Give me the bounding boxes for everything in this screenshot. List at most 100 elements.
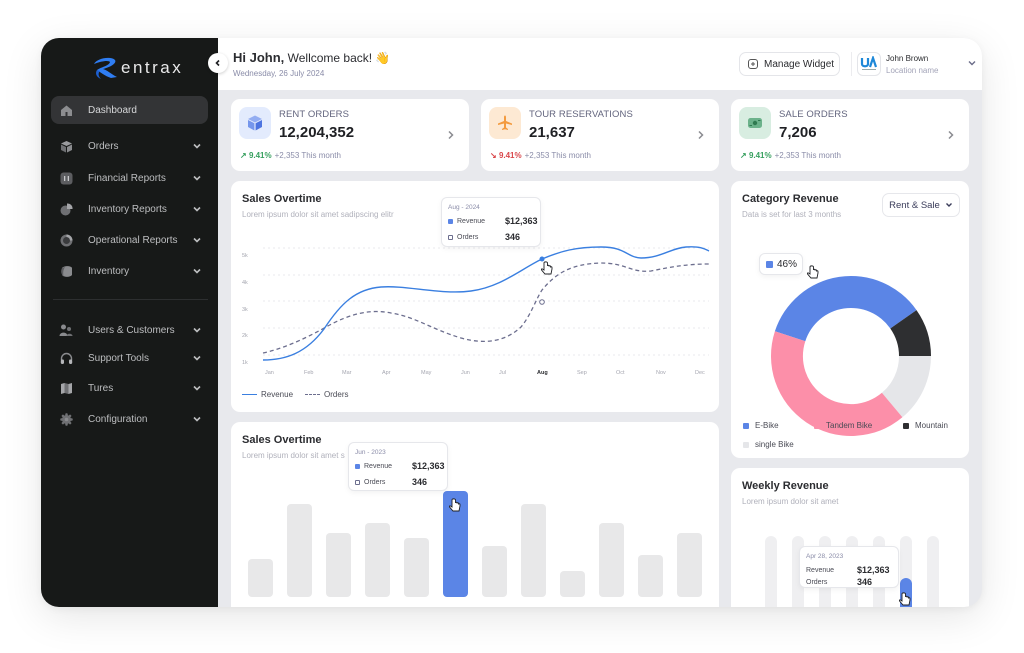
- x-tick: Jun: [461, 370, 470, 376]
- tooltip-date: Apr 28, 2023: [806, 553, 844, 560]
- chevron-down-icon[interactable]: [192, 235, 202, 245]
- hand-cursor-icon: [540, 261, 553, 275]
- hand-cursor-icon: [807, 265, 819, 279]
- chevron-left-icon: [215, 59, 220, 67]
- sidebar-item-operational-reports[interactable]: Operational Reports: [51, 226, 208, 254]
- chevron-down-icon[interactable]: [192, 173, 202, 183]
- greeting-name: Hi John,: [233, 50, 285, 65]
- chevron-down-icon[interactable]: [192, 141, 202, 151]
- chart-legend: Revenue Orders: [242, 390, 348, 399]
- box-icon: [59, 139, 73, 153]
- revenue-swatch: [355, 464, 360, 469]
- stat-trend: ↗ 9.41% +2,353 This month: [740, 151, 841, 160]
- stat-card-sale-orders[interactable]: SALE ORDERS 7,206 ↗ 9.41% +2,353 This mon…: [731, 99, 969, 171]
- x-tick: Feb: [304, 370, 314, 376]
- widget-plus-icon: [748, 59, 758, 69]
- tooltip-date: Aug - 2024: [448, 204, 480, 211]
- legend-e-bike[interactable]: E-Bike: [743, 421, 779, 430]
- chart-tooltip: Jun - 2023 Revenue $12,363 Orders 346: [348, 442, 448, 491]
- sidebar-collapse-button[interactable]: [208, 53, 228, 73]
- stat-card-tour-reservations[interactable]: TOUR RESERVATIONS 21,637 ↘ 9.41% +2,353 T…: [481, 99, 719, 171]
- tooltip-revenue-value: $12,363: [857, 565, 890, 575]
- chevron-down-icon[interactable]: [192, 266, 202, 276]
- x-tick: Dec: [695, 370, 705, 376]
- bar[interactable]: [365, 523, 390, 597]
- bar[interactable]: [599, 523, 624, 597]
- chevron-right-icon[interactable]: [447, 130, 455, 140]
- sidebar-item-support-tools[interactable]: Support Tools: [51, 344, 208, 372]
- bar[interactable]: [482, 546, 507, 597]
- home-icon: [59, 103, 73, 117]
- bar[interactable]: [765, 536, 777, 607]
- stat-card-rent-orders[interactable]: RENT ORDERS 12,204,352 ↗ 9.41% +2,353 Thi…: [231, 99, 469, 171]
- sidebar-item-dashboard[interactable]: Dashboard: [51, 96, 208, 124]
- bar[interactable]: [927, 536, 939, 607]
- chevron-right-icon[interactable]: [947, 130, 955, 140]
- chevron-down-icon[interactable]: [192, 383, 202, 393]
- card-title: Sales Overtime: [242, 193, 322, 205]
- x-tick: Jul: [499, 370, 507, 376]
- card-subtitle: Lorem ipsum dolor sit amet sadipscing el…: [242, 210, 394, 219]
- app-window: entrax Dashboard Orders Financial Report…: [41, 38, 982, 607]
- hand-cursor-icon: [899, 592, 911, 606]
- donut-chart[interactable]: [731, 181, 969, 458]
- sidebar-item-orders[interactable]: Orders: [51, 132, 208, 160]
- sidebar-divider: [53, 299, 208, 300]
- trend-delta: +2,353 This month: [274, 151, 341, 160]
- tooltip-orders-label: Orders: [806, 579, 828, 586]
- chevron-down-icon: [945, 203, 952, 207]
- bar[interactable]: [638, 555, 663, 597]
- legend-single-bike[interactable]: single Bike: [743, 440, 794, 449]
- legend-mountain[interactable]: Mountain: [903, 421, 948, 430]
- tooltip-revenue-value: $12,363: [412, 461, 445, 471]
- bar[interactable]: [287, 504, 312, 597]
- bar[interactable]: [560, 571, 585, 597]
- sidebar-item-inventory[interactable]: Inventory: [51, 257, 208, 285]
- weekly-revenue-card: Weekly Revenue Lorem ipsum dolor sit ame…: [731, 468, 969, 607]
- gear-icon: [59, 412, 73, 426]
- sidebar-item-inventory-reports[interactable]: Inventory Reports: [51, 195, 208, 223]
- sidebar-item-users-customers[interactable]: Users & Customers: [51, 316, 208, 344]
- tooltip-orders-value: 346: [412, 477, 428, 487]
- avatar: [857, 52, 881, 76]
- chevron-down-icon[interactable]: [192, 353, 202, 363]
- sidebar-item-configuration[interactable]: Configuration: [51, 405, 208, 433]
- callout-percent: 46%: [777, 258, 798, 270]
- sidebar-item-financial-reports[interactable]: Financial Reports: [51, 164, 208, 192]
- chevron-down-icon[interactable]: [192, 325, 202, 335]
- user-name: John Brown: [886, 53, 929, 63]
- legend-tandem-bike[interactable]: Tandem Bike: [814, 421, 872, 430]
- stat-label: RENT ORDERS: [279, 109, 350, 120]
- bar[interactable]: [326, 533, 351, 597]
- tooltip-revenue-label: Revenue: [806, 567, 835, 574]
- chevron-down-icon[interactable]: [192, 414, 202, 424]
- tooltip-revenue-value: $12,363: [505, 216, 538, 226]
- sidebar: entrax Dashboard Orders Financial Report…: [41, 38, 218, 607]
- user-menu[interactable]: John Brown Location name: [857, 50, 977, 78]
- legend-revenue[interactable]: Revenue: [242, 390, 293, 399]
- tooltip-revenue-label: Revenue: [457, 218, 486, 225]
- sales-overtime-bar-card: Sales Overtime Lorem ipsum dolor sit ame…: [231, 422, 719, 607]
- sidebar-item-tures[interactable]: Tures: [51, 374, 208, 402]
- bar[interactable]: [521, 504, 546, 597]
- hand-cursor-icon: [449, 498, 461, 512]
- tooltip-orders-value: 346: [505, 232, 521, 242]
- chevron-down-icon[interactable]: [192, 204, 202, 214]
- line-chart[interactable]: [231, 181, 719, 412]
- x-tick: Nov: [656, 370, 666, 376]
- chevron-right-icon[interactable]: [697, 130, 705, 140]
- bar[interactable]: [677, 533, 702, 597]
- cube-icon: [239, 107, 271, 139]
- rent-sale-dropdown[interactable]: Rent & Sale: [882, 193, 960, 217]
- bar[interactable]: [404, 538, 429, 597]
- greeting: Hi John, Wellcome back! 👋: [233, 50, 390, 65]
- trend-down-icon: ↘: [490, 151, 499, 160]
- tooltip-orders-label: Orders: [364, 479, 386, 486]
- stat-value: 7,206: [779, 124, 817, 141]
- bar[interactable]: [248, 559, 273, 597]
- manage-widget-button[interactable]: Manage Widget: [739, 52, 840, 76]
- card-title: Weekly Revenue: [742, 480, 829, 492]
- legend-orders[interactable]: Orders: [305, 390, 348, 399]
- chevron-down-icon[interactable]: [967, 58, 977, 68]
- plane-icon: [489, 107, 521, 139]
